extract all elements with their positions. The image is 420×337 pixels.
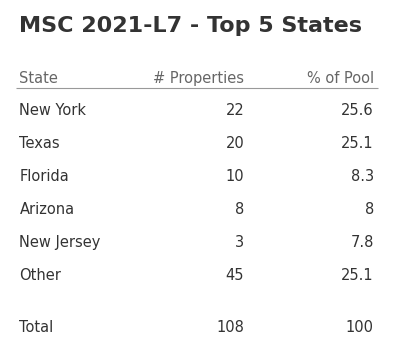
Text: 8: 8 [365,202,374,217]
Text: 8: 8 [235,202,244,217]
Text: 22: 22 [226,103,244,118]
Text: 3: 3 [235,235,244,250]
Text: New Jersey: New Jersey [19,235,101,250]
Text: State: State [19,70,58,86]
Text: 8.3: 8.3 [351,169,374,184]
Text: Total: Total [19,320,54,335]
Text: % of Pool: % of Pool [307,70,374,86]
Text: Texas: Texas [19,136,60,151]
Text: Florida: Florida [19,169,69,184]
Text: New York: New York [19,103,87,118]
Text: Other: Other [19,268,61,283]
Text: 45: 45 [226,268,244,283]
Text: # Properties: # Properties [153,70,244,86]
Text: Arizona: Arizona [19,202,74,217]
Text: 20: 20 [226,136,244,151]
Text: 7.8: 7.8 [351,235,374,250]
Text: 25.1: 25.1 [341,268,374,283]
Text: 100: 100 [346,320,374,335]
Text: 10: 10 [226,169,244,184]
Text: 25.6: 25.6 [341,103,374,118]
Text: 108: 108 [216,320,244,335]
Text: MSC 2021-L7 - Top 5 States: MSC 2021-L7 - Top 5 States [19,16,362,36]
Text: 25.1: 25.1 [341,136,374,151]
